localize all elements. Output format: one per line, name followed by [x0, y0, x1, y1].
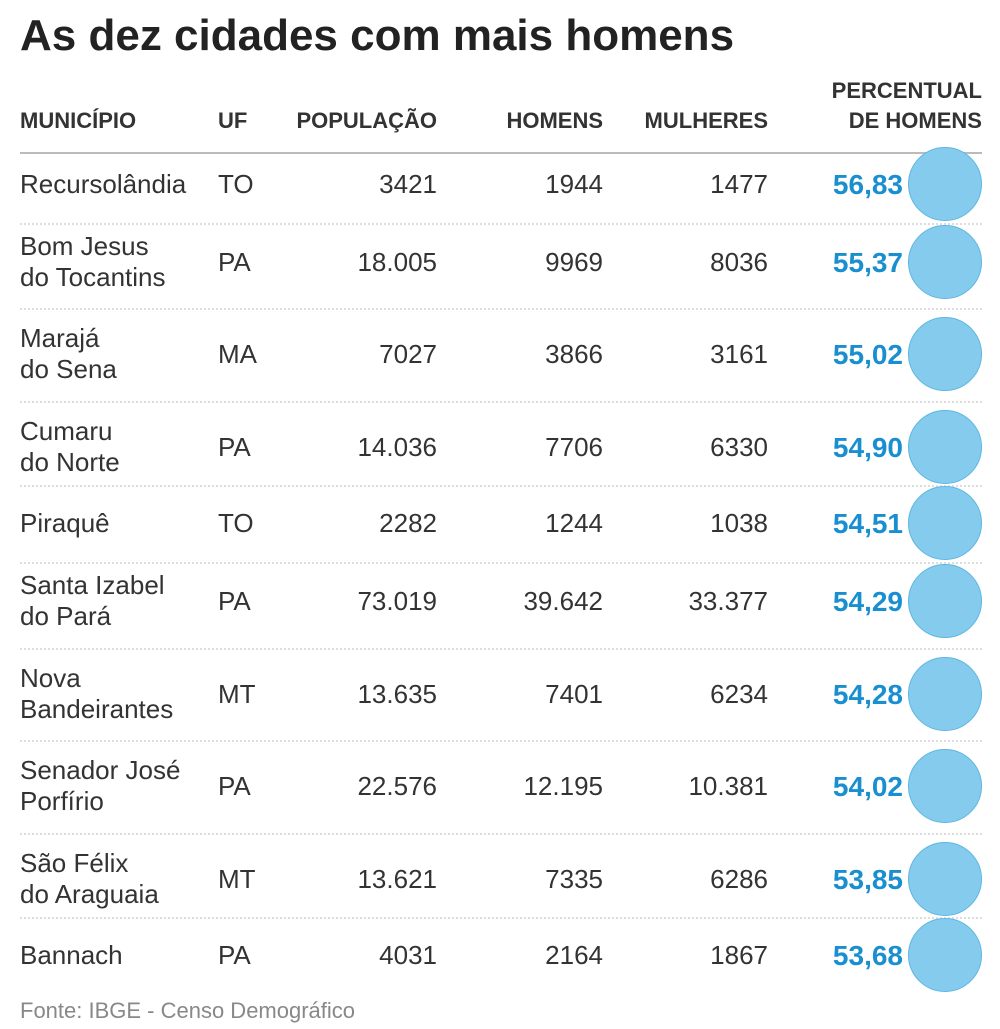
row-separator: [20, 917, 982, 919]
percentual: 54,90: [832, 431, 903, 463]
column-header: DE HOMENS: [848, 108, 982, 133]
column-header: MULHERES: [644, 108, 768, 133]
percent-circle: [908, 317, 982, 391]
percent-circle: [908, 657, 982, 731]
percentual: 55,37: [832, 246, 903, 278]
municipio: Nova: [20, 663, 81, 693]
uf: MA: [218, 338, 257, 369]
row-separator: [20, 400, 982, 403]
mulheres: 8036: [710, 246, 768, 277]
mulheres: 1477: [710, 168, 768, 199]
mulheres: 3161: [710, 338, 768, 369]
column-header: POPULAÇÃO: [296, 108, 437, 133]
municipio: Marajá: [20, 323, 100, 353]
municipio: Bannach: [20, 939, 123, 970]
homens: 1244: [545, 507, 603, 538]
uf: PA: [218, 939, 251, 970]
populacao: 3421: [379, 168, 437, 199]
uf: PA: [218, 246, 251, 277]
municipio: Piraquê: [20, 507, 110, 538]
populacao: 13.621: [357, 863, 437, 894]
column-header: MUNICÍPIO: [20, 108, 137, 133]
uf: MT: [218, 863, 256, 894]
municipio: Recursolândia: [20, 168, 187, 199]
percent-circle: [908, 564, 982, 638]
populacao: 2282: [379, 507, 437, 538]
percentual: 56,83: [832, 168, 903, 200]
mulheres: 1867: [710, 939, 768, 970]
uf: TO: [218, 507, 254, 538]
populacao: 18.005: [357, 246, 437, 277]
row-separator: [20, 308, 982, 310]
uf: PA: [218, 585, 251, 616]
title: As dez cidades com mais homens: [20, 11, 735, 60]
percent-circle: [908, 918, 982, 992]
populacao: 14.036: [357, 431, 437, 462]
column-header: PERCENTUAL: [831, 78, 982, 103]
percent-circle: [908, 842, 982, 916]
percentual: 54,02: [832, 770, 903, 802]
column-header: UF: [218, 108, 248, 133]
mulheres: 10.381: [688, 770, 768, 801]
uf: PA: [218, 770, 251, 801]
municipio: Bom Jesus: [20, 231, 149, 261]
municipio: Cumaru: [20, 416, 113, 446]
source: Fonte: IBGE - Censo Demográfico: [20, 998, 356, 1023]
column-header: HOMENS: [506, 108, 603, 133]
populacao: 7027: [379, 338, 437, 369]
percentual: 54,28: [832, 678, 903, 710]
percentual: 53,85: [832, 863, 903, 895]
populacao: 13.635: [357, 678, 437, 709]
percent-circle: [908, 486, 982, 560]
row-separator: [20, 562, 982, 564]
homens: 39.642: [523, 585, 603, 616]
municipio: do Tocantins: [20, 262, 166, 292]
mulheres: 6286: [710, 863, 768, 894]
mulheres: 33.377: [688, 585, 768, 616]
uf: PA: [218, 431, 251, 462]
populacao: 73.019: [357, 585, 437, 616]
homens: 12.195: [523, 770, 603, 801]
uf: TO: [218, 168, 254, 199]
percent-circle: [908, 410, 982, 484]
percent-circle: [908, 749, 982, 823]
homens: 1944: [545, 168, 603, 199]
percentual: 54,29: [832, 585, 903, 617]
header-rule: [20, 152, 982, 154]
populacao: 4031: [379, 939, 437, 970]
uf: MT: [218, 678, 256, 709]
municipio: Bandeirantes: [20, 694, 174, 724]
municipio: Senador José: [20, 755, 181, 785]
row-separator: [20, 647, 982, 650]
row-separator: [20, 832, 982, 835]
percent-circle: [908, 147, 982, 221]
homens: 2164: [545, 939, 603, 970]
row-separator: [20, 223, 982, 225]
mulheres: 6234: [710, 678, 768, 709]
mulheres: 1038: [710, 507, 768, 538]
percentual: 55,02: [832, 338, 903, 370]
percent-circle: [908, 225, 982, 299]
homens: 7401: [545, 678, 603, 709]
homens: 7706: [545, 431, 603, 462]
municipio: Santa Izabel: [20, 570, 165, 600]
municipio: do Sena: [20, 354, 117, 384]
homens: 3866: [545, 338, 603, 369]
percentual: 54,51: [832, 507, 903, 539]
percentual: 53,68: [832, 939, 903, 971]
municipio: São Félix: [20, 848, 129, 878]
municipio: do Pará: [20, 601, 112, 631]
mulheres: 6330: [710, 431, 768, 462]
homens: 7335: [545, 863, 603, 894]
row-separator: [20, 485, 982, 487]
populacao: 22.576: [357, 770, 437, 801]
homens: 9969: [545, 246, 603, 277]
municipio: do Norte: [20, 447, 120, 477]
municipio: Porfírio: [20, 786, 104, 816]
row-separator: [20, 740, 982, 742]
municipio: do Araguaia: [20, 879, 159, 909]
